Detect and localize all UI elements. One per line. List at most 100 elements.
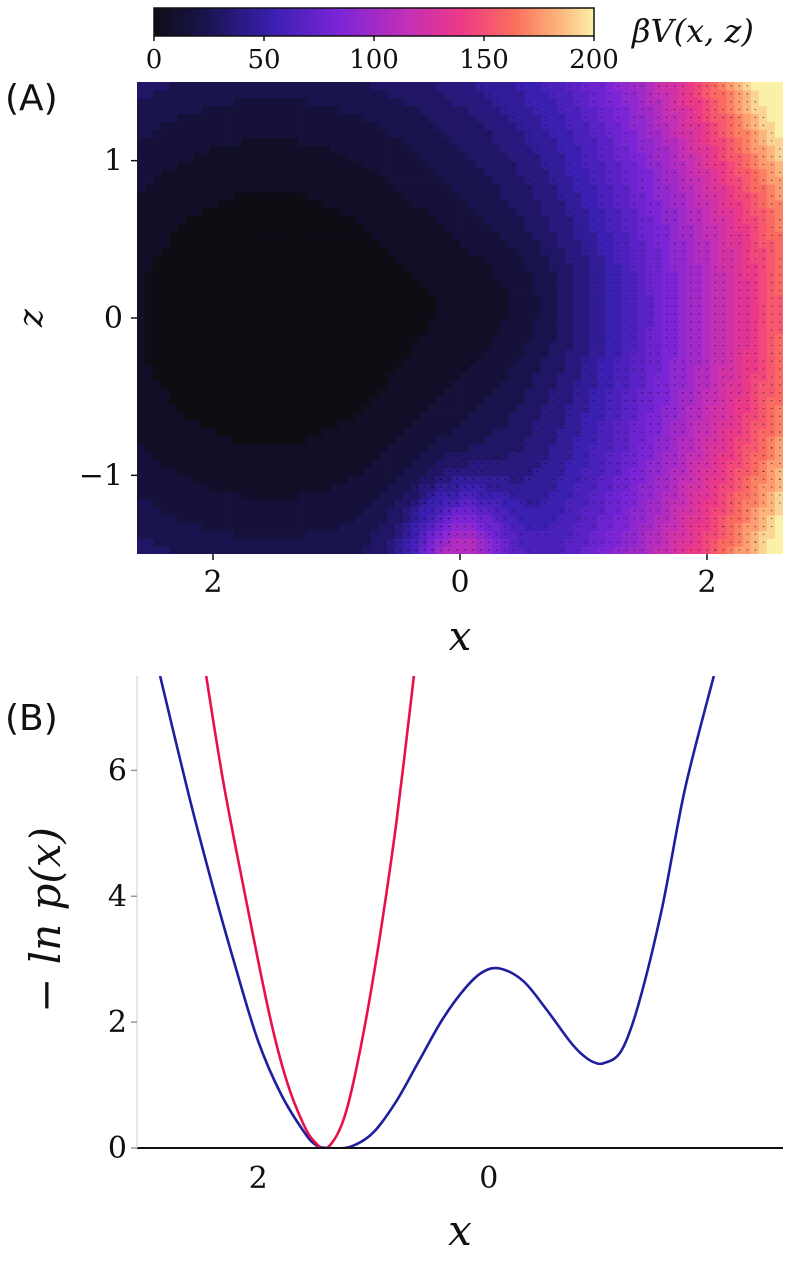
heatmap-cell <box>209 121 219 130</box>
heatmap-cell <box>403 325 413 335</box>
heatmap-cell <box>346 294 356 303</box>
heatmap-cell <box>387 113 396 122</box>
heatmap-cell <box>460 176 469 185</box>
heatmap-cell <box>750 89 760 99</box>
heatmap-cell <box>201 223 211 233</box>
heatmap-cell <box>411 404 421 413</box>
heatmap-cell <box>573 207 582 217</box>
heatmap-cell <box>217 420 227 429</box>
heatmap-cell <box>322 373 332 382</box>
heatmap-cell <box>411 302 421 311</box>
heatmap-cell <box>774 451 783 461</box>
heatmap-cell <box>669 223 679 233</box>
heatmap-cell <box>322 262 332 272</box>
heatmap-cell <box>411 144 421 154</box>
heatmap-cell <box>468 82 477 91</box>
heatmap-cell <box>137 294 146 303</box>
heatmap-cell <box>508 192 518 201</box>
heatmap-cell <box>306 483 316 492</box>
heatmap-cell <box>201 318 211 327</box>
heatmap-cell <box>564 137 574 146</box>
heatmap-cell <box>387 443 396 453</box>
heatmap-cell <box>274 144 283 154</box>
heatmap-cell <box>686 160 695 170</box>
heatmap-cell <box>346 270 356 280</box>
heatmap-cell <box>258 239 267 248</box>
heatmap-cell <box>201 215 211 225</box>
heatmap-cell <box>338 396 348 406</box>
heatmap-cell <box>427 302 437 311</box>
heatmap-cell <box>322 137 332 146</box>
heatmap-cell <box>322 105 332 115</box>
heatmap-cell <box>564 113 574 122</box>
heatmap-cell <box>363 262 372 272</box>
heatmap-cell <box>355 451 364 461</box>
heatmap-cell <box>532 97 542 107</box>
heatmap-cell <box>338 294 348 303</box>
heatmap-cell <box>371 506 380 516</box>
heatmap-cell <box>629 443 639 453</box>
heatmap-cell <box>734 207 744 217</box>
heatmap-cell <box>217 160 227 170</box>
heatmap-cell <box>338 168 348 177</box>
heatmap-cell <box>274 137 283 146</box>
heatmap-cell <box>589 546 598 554</box>
heatmap-cell <box>290 231 300 240</box>
heatmap-cell <box>314 215 324 225</box>
heatmap-cell <box>338 97 348 107</box>
heatmap-cell <box>686 192 695 201</box>
heatmap-cell <box>290 270 300 280</box>
heatmap-cell <box>411 428 421 437</box>
heatmap-cell <box>298 498 308 508</box>
heatmap-cell <box>355 113 364 122</box>
heatmap-cell <box>540 152 550 162</box>
heatmap-cell <box>427 160 437 170</box>
heatmap-cell <box>564 231 574 240</box>
heatmap-cell <box>363 530 372 539</box>
heatmap-cell <box>476 428 485 437</box>
heatmap-cell <box>355 428 364 437</box>
heatmap-cell <box>468 176 477 185</box>
heatmap-cell <box>338 310 348 319</box>
heatmap-cell <box>250 207 259 217</box>
heatmap-cell <box>589 459 598 469</box>
heatmap-cell <box>379 388 388 398</box>
heatmap-cell <box>177 318 187 327</box>
heatmap-cell <box>233 231 243 240</box>
heatmap-cell <box>387 310 396 319</box>
heatmap-cell <box>637 89 647 99</box>
heatmap-cell <box>322 514 332 524</box>
heatmap-cell <box>371 302 380 311</box>
heatmap-cell <box>282 333 292 343</box>
heatmap-cell <box>419 121 429 130</box>
heatmap-cell <box>193 467 203 476</box>
heatmap-cell <box>169 255 178 264</box>
heatmap-cell <box>355 443 364 453</box>
heatmap-cell <box>451 113 461 122</box>
heatmap-cell <box>637 294 647 303</box>
heatmap-cell <box>411 255 421 264</box>
heatmap-cell <box>290 491 300 500</box>
heatmap-cell <box>209 255 219 264</box>
heatmap-cell <box>346 231 356 240</box>
heatmap-cell <box>379 113 388 122</box>
heatmap-cell <box>427 168 437 177</box>
heatmap-cell <box>153 223 162 233</box>
heatmap-cell <box>258 89 267 99</box>
heatmap-cell <box>314 443 324 453</box>
heatmap-cell <box>201 483 211 492</box>
heatmap-cell <box>346 491 356 500</box>
heatmap-cell <box>363 467 372 476</box>
heatmap-cell <box>137 467 146 476</box>
heatmap-cell <box>573 341 582 351</box>
heatmap-cell <box>460 270 469 280</box>
heatmap-cell <box>322 475 332 484</box>
heatmap-cell <box>209 231 219 240</box>
heatmap-cell <box>209 239 219 248</box>
heatmap-cell <box>476 152 485 162</box>
heatmap-cell <box>774 530 783 539</box>
heatmap-cell <box>177 192 187 201</box>
heatmap-cell <box>274 498 283 508</box>
heatmap-cell <box>774 498 783 508</box>
heatmap-cell <box>338 357 348 366</box>
